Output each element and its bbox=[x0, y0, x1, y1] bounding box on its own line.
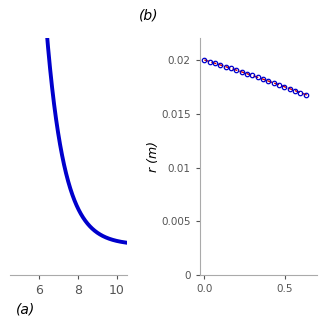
Text: (b): (b) bbox=[139, 8, 158, 22]
Y-axis label: r (m): r (m) bbox=[147, 141, 159, 172]
Text: (a): (a) bbox=[15, 302, 35, 316]
